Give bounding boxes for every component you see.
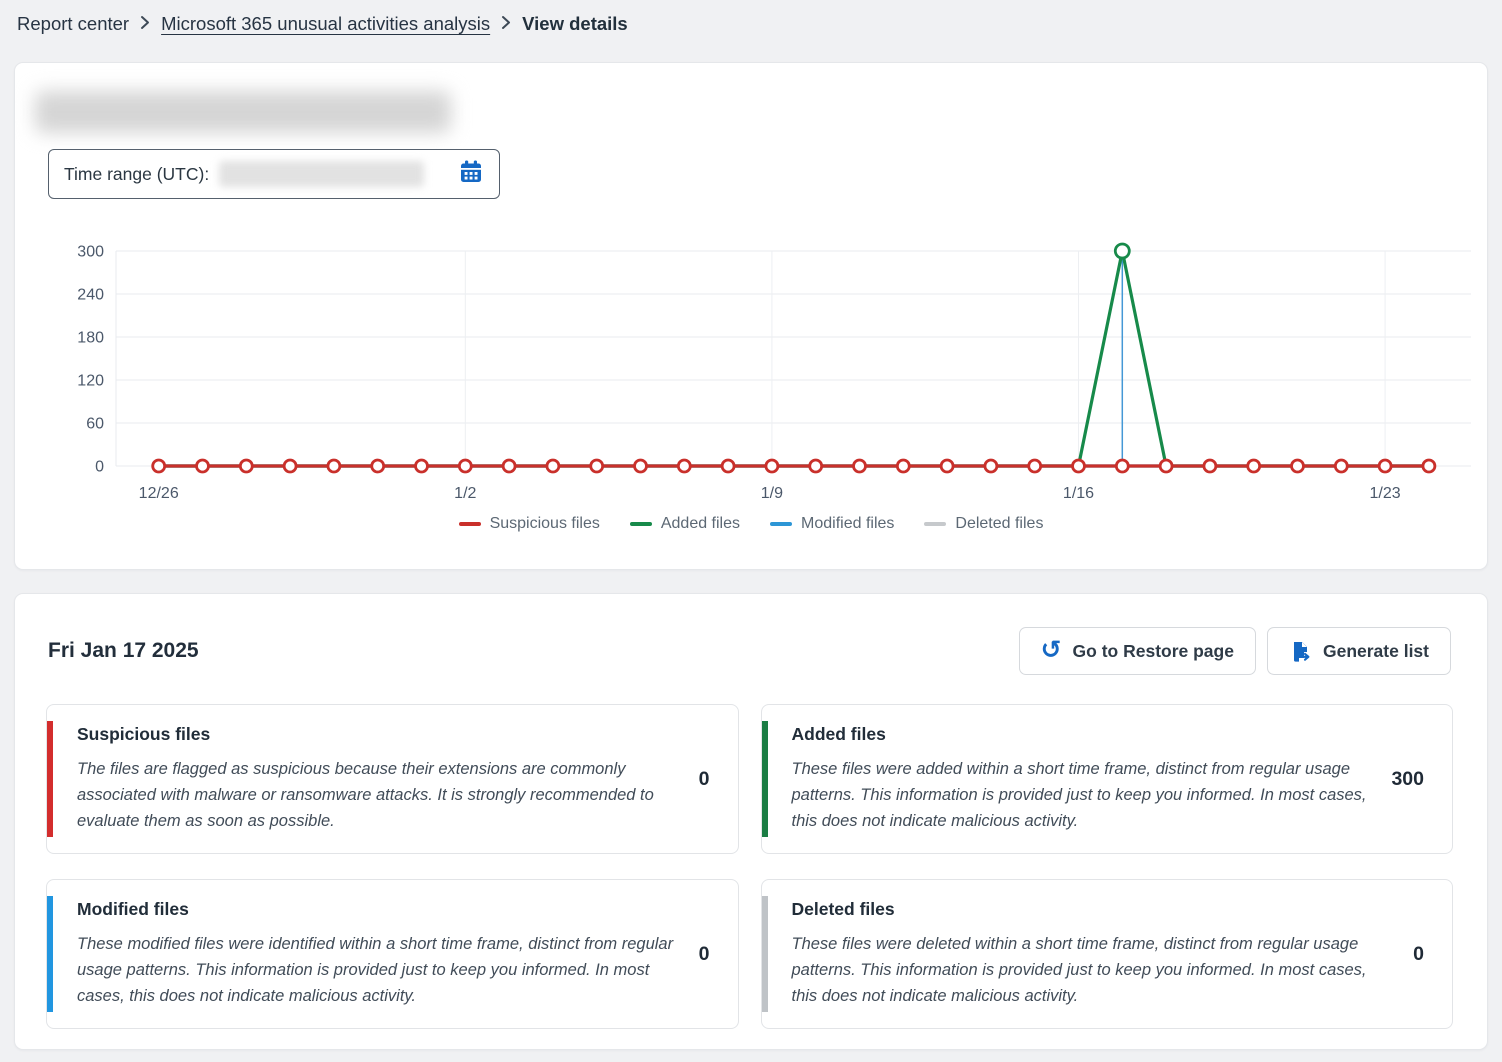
- svg-text:1/23: 1/23: [1370, 485, 1401, 502]
- chevron-right-icon: [140, 13, 150, 35]
- svg-text:0: 0: [95, 459, 104, 476]
- breadcrumb-report-center[interactable]: Report center: [17, 13, 130, 34]
- breadcrumb-analysis-link[interactable]: Microsoft 365 unusual activities analysi…: [161, 13, 491, 34]
- legend-label: Suspicious files: [489, 515, 600, 532]
- stat-title: Added files: [791, 724, 886, 744]
- breadcrumb: Report center Microsoft 365 unusual acti…: [17, 13, 628, 35]
- day-details-panel: Fri Jan 17 2025 ↺ Go to Restore page Gen…: [14, 593, 1488, 1050]
- unusual-activity-chart-panel: Time range (UTC): 0 60 120 180 240 300 12/26 1/…: [14, 62, 1488, 570]
- svg-text:1/2: 1/2: [454, 485, 476, 502]
- stat-title: Modified files: [77, 899, 189, 919]
- stat-value: 0: [698, 767, 710, 790]
- legend-label: Deleted files: [955, 515, 1044, 532]
- redacted-report-title: [35, 91, 451, 133]
- redacted-time-range-value: [219, 161, 425, 187]
- go-to-restore-page-label: Go to Restore page: [1072, 640, 1234, 661]
- stat-value: 0: [698, 942, 710, 965]
- stat-cards-grid: Suspicious files The files are flagged a…: [46, 704, 1453, 1029]
- stat-value: 0: [1413, 942, 1424, 965]
- stat-card-suspicious-files: Suspicious files The files are flagged a…: [46, 704, 739, 854]
- activity-line-chart[interactable]: 0 60 120 180 240 300 12/26 1/2 1/9 1/16 1/23: [15, 241, 1489, 511]
- stat-description: These files were deleted within a short …: [791, 935, 1367, 1005]
- action-buttons: ↺ Go to Restore page Generate list: [1018, 627, 1451, 675]
- stat-description: These files were added within a short ti…: [791, 760, 1367, 830]
- stat-value: 300: [1391, 767, 1424, 790]
- time-range-label: Time range (UTC):: [64, 163, 210, 184]
- chart-legend: Suspicious files Added files Modified file…: [15, 515, 1487, 533]
- stat-description: The files are flagged as suspicious beca…: [77, 760, 654, 830]
- legend-dash-icon: [629, 522, 652, 526]
- added-accent-bar: [761, 721, 768, 837]
- legend-item-modified-files: Modified files: [770, 515, 894, 533]
- legend-label: Added files: [660, 515, 741, 532]
- stat-title: Deleted files: [791, 899, 895, 919]
- stat-description: These modified files were identified wit…: [77, 935, 674, 1005]
- restore-icon: ↺: [1040, 635, 1062, 664]
- stat-card-modified-files: Modified files These modified files were…: [46, 879, 739, 1029]
- time-range-selector[interactable]: Time range (UTC):: [48, 149, 500, 199]
- suspicious-accent-bar: [47, 721, 53, 837]
- svg-text:60: 60: [86, 416, 104, 433]
- svg-text:12/26: 12/26: [139, 485, 179, 502]
- generate-list-button[interactable]: Generate list: [1266, 627, 1451, 675]
- svg-text:180: 180: [77, 330, 104, 347]
- generate-list-icon: [1289, 640, 1312, 663]
- legend-dash-icon: [770, 522, 793, 526]
- stat-card-added-files: Added files These files were added withi…: [760, 704, 1453, 854]
- svg-text:300: 300: [77, 244, 104, 261]
- breadcrumb-current-page: View details: [522, 13, 628, 34]
- svg-text:1/9: 1/9: [761, 485, 783, 502]
- deleted-accent-bar: [761, 896, 768, 1012]
- details-header: Fri Jan 17 2025 ↺ Go to Restore page Gen…: [48, 626, 1451, 676]
- svg-text:1/16: 1/16: [1063, 485, 1094, 502]
- legend-dash-icon: [924, 522, 947, 526]
- selected-date-heading: Fri Jan 17 2025: [48, 639, 199, 662]
- legend-label: Modified files: [801, 515, 895, 532]
- calendar-icon[interactable]: [458, 159, 484, 190]
- legend-item-added-files: Added files: [629, 515, 741, 533]
- chevron-right-icon: [501, 13, 511, 35]
- svg-text:120: 120: [77, 373, 104, 390]
- legend-item-deleted-files: Deleted files: [924, 515, 1043, 533]
- svg-text:240: 240: [77, 287, 104, 304]
- legend-item-suspicious-files: Suspicious files: [458, 515, 600, 533]
- modified-accent-bar: [47, 896, 53, 1012]
- stat-title: Suspicious files: [77, 724, 211, 744]
- legend-dash-icon: [458, 522, 481, 526]
- generate-list-label: Generate list: [1322, 640, 1429, 661]
- go-to-restore-page-button[interactable]: ↺ Go to Restore page: [1018, 627, 1256, 675]
- stat-card-deleted-files: Deleted files These files were deleted w…: [760, 879, 1453, 1029]
